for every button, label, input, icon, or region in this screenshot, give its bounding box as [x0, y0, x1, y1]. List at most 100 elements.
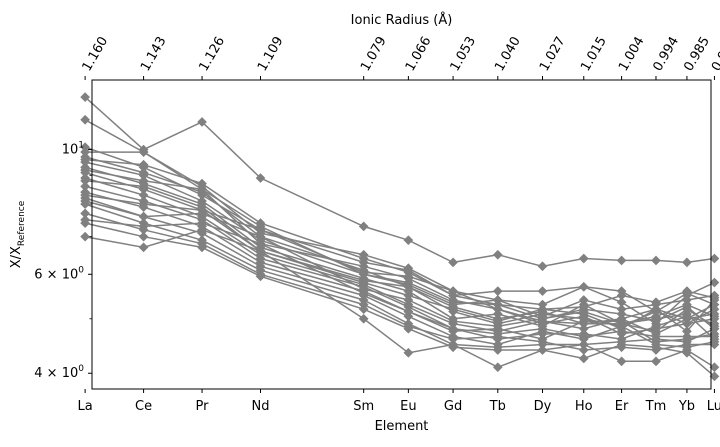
y-axis-label-subscript: Reference [17, 200, 27, 246]
series-line-20 [84, 200, 715, 333]
data-point-16-tm [651, 342, 661, 353]
data-point-1-er [616, 255, 627, 266]
data-point-20-ce [138, 211, 149, 222]
data-point-19-tm [651, 304, 661, 315]
data-point-16-sm [358, 313, 369, 324]
data-point-22-yb [681, 286, 692, 297]
data-point-22-er [616, 290, 627, 301]
data-point-16-eu [403, 347, 414, 358]
data-point-22-nd [255, 218, 266, 229]
data-point-1-yb [681, 257, 692, 268]
data-point-15-ho [578, 339, 589, 350]
data-point-3-dy [537, 286, 548, 297]
x-tick-label: Eu [400, 399, 416, 414]
series-line-11 [84, 191, 715, 343]
data-point-21-yb [681, 331, 692, 342]
data-point-16-ho [578, 353, 589, 364]
top-tick-label: 1.027 [537, 34, 569, 74]
data-point-21-gd [448, 323, 459, 334]
data-point-21-tb [492, 328, 503, 339]
data-point-22-gd [448, 290, 459, 301]
x-tick-label: Gd [444, 399, 462, 414]
data-point-21-nd [255, 238, 266, 249]
data-point-22-tm [651, 297, 661, 308]
x-tick-label: Pr [196, 399, 210, 414]
series-line-5 [84, 156, 715, 327]
y-axis-label: X/XReference [9, 200, 27, 268]
top-tick-label: 0.994 [650, 34, 682, 74]
data-point-1-pr [197, 116, 207, 127]
top-tick-label: 0.985 [681, 34, 713, 74]
data-point-18-pr [197, 184, 207, 195]
data-point-21-ho [578, 331, 589, 342]
x-tick-label: Er [615, 399, 629, 414]
data-point-21-pr [197, 218, 207, 229]
data-point-21-sm [358, 288, 369, 299]
top-tick-label: 1.126 [197, 34, 229, 74]
data-point-3-tb [492, 286, 503, 297]
data-point-22-ce [138, 159, 149, 170]
data-point-15-tm [651, 356, 661, 367]
data-point-19-ho [578, 318, 589, 329]
y-tick-base: 6 × 10 [34, 267, 78, 282]
data-point-15-pr [197, 242, 207, 253]
series-line-7 [84, 166, 715, 340]
data-point-1-eu [403, 235, 414, 246]
data-point-20-dy [537, 313, 548, 324]
data-point-1-tm [651, 255, 661, 266]
data-point-22-tb [492, 299, 503, 310]
top-tick-label: 1.015 [578, 34, 610, 74]
data-point-1-gd [448, 257, 459, 268]
y-tick-exponent: 0 [78, 265, 84, 275]
y-tick-exponent: 0 [78, 364, 84, 374]
top-tick-label: 0.977 [709, 34, 720, 74]
data-point-3-ho [578, 281, 589, 292]
data-point-21-er [616, 326, 627, 337]
data-point-18-er [616, 304, 627, 315]
data-point-15-sm [358, 304, 369, 315]
data-point-1-la [80, 92, 91, 103]
series-line-14 [84, 212, 715, 351]
data-point-19-eu [403, 281, 414, 292]
series-line-16 [84, 229, 715, 377]
top-axis-label: Ionic Radius (Å) [351, 12, 453, 28]
plot-frame [91, 79, 712, 390]
y-axis-label-main: X/X [9, 246, 24, 268]
data-point-19-nd [255, 246, 266, 256]
data-point-22-pr [197, 178, 207, 189]
data-point-20-la [80, 196, 91, 206]
x-tick-label: Nd [252, 399, 270, 414]
y-tick-label: 101 [62, 141, 84, 158]
data-point-21-dy [537, 323, 548, 334]
series-line-18 [84, 169, 715, 318]
x-tick-label: Dy [534, 399, 552, 414]
data-point-20-yb [681, 304, 692, 315]
series-line-21 [85, 219, 715, 338]
y-tick-exponent: 1 [78, 141, 84, 151]
series-line-19 [85, 180, 715, 325]
data-point-22-eu [403, 267, 414, 278]
top-tick-label: 1.143 [138, 34, 170, 74]
top-tick-label: 1.160 [80, 34, 112, 74]
series-line-13 [84, 203, 715, 348]
data-point-15-ce [138, 231, 149, 242]
data-point-18-la [80, 165, 91, 175]
top-tick-label: 1.040 [492, 34, 524, 74]
data-point-15-tb [492, 345, 503, 355]
series-line-3 [84, 146, 715, 313]
data-point-15-er [616, 356, 627, 367]
top-tick-label: 1.066 [403, 34, 435, 74]
data-point-20-pr [197, 208, 207, 219]
data-point-15-nd [255, 271, 266, 282]
data-point-16-tb [492, 362, 503, 373]
data-point-22-la [80, 154, 91, 165]
x-tick-label: Tm [645, 399, 667, 414]
top-axis: 1.160 1.143 1.126 1.109 1.079 1.066 1.053 1.040… [80, 34, 720, 80]
data-point-4-ce [138, 147, 149, 158]
top-tick-label: 1.053 [448, 34, 480, 74]
data-point-19-yb [681, 313, 692, 324]
data-point-1-sm [358, 221, 369, 232]
bottom-axis: La Ce Pr Nd Sm Eu Gd Tb Dy Ho Er Tm Yb Lu [78, 389, 720, 414]
top-tick-label: 1.109 [255, 34, 287, 74]
